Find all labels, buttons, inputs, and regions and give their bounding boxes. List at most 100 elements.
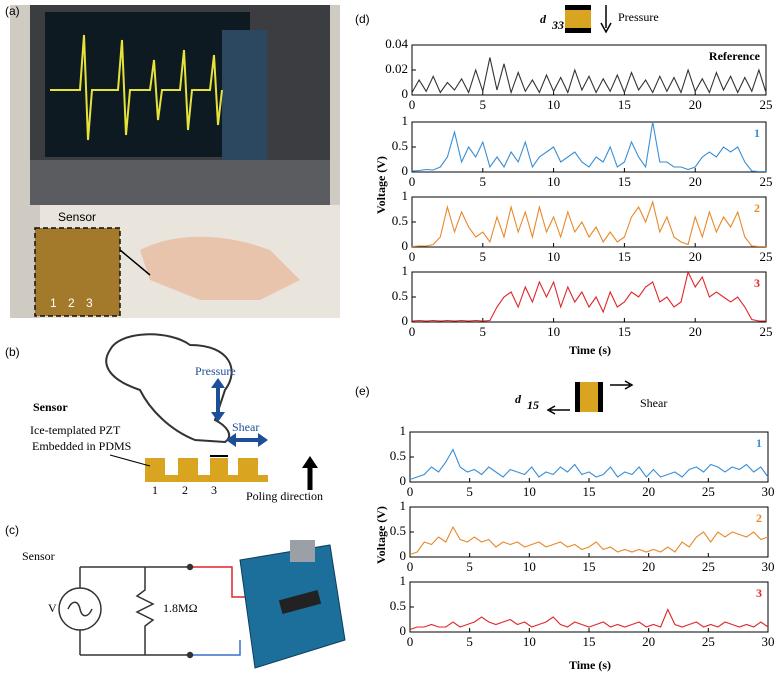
series-label: 1	[754, 126, 760, 140]
y-tick-label: 0	[402, 313, 409, 328]
shear-label: Shear	[232, 420, 259, 434]
signal-line	[409, 448, 769, 481]
series-label: Reference	[709, 49, 761, 63]
signal-line	[409, 608, 769, 631]
x-tick-label: 20	[689, 324, 702, 339]
column-label: 3	[211, 483, 217, 497]
chart-title-text: Pressure	[618, 10, 659, 24]
y-tick-label: 0.02	[385, 61, 408, 76]
photo	[10, 5, 340, 318]
x-tick-label: 0	[407, 634, 414, 649]
signal-line	[411, 121, 766, 173]
y-tick-label: 0	[402, 238, 409, 253]
x-tick-label: 30	[762, 484, 775, 499]
axes-frame	[411, 121, 767, 173]
series-label: 2	[756, 511, 762, 525]
x-tick-label: 10	[547, 324, 560, 339]
source-label: V	[48, 601, 57, 615]
x-tick-label: 30	[762, 634, 775, 649]
x-tick-label: 15	[618, 249, 631, 264]
axes-frame	[411, 271, 767, 323]
axes-frame	[409, 431, 769, 483]
pressure-label: Pressure	[195, 364, 236, 378]
x-tick-label: 0	[407, 484, 414, 499]
arrow	[610, 380, 634, 390]
y-tick-label: 1	[402, 263, 409, 278]
panel-label: (c)	[5, 523, 19, 537]
x-tick-label: 15	[583, 484, 596, 499]
x-tick-label: 10	[523, 634, 536, 649]
arrow	[546, 405, 570, 415]
axes-frame	[409, 506, 769, 558]
x-tick-label: 10	[547, 249, 560, 264]
x-tick-label: 25	[760, 249, 773, 264]
y-tick-label: 1	[402, 113, 409, 128]
y-tick-label: 0	[400, 623, 407, 638]
arduino-board	[239, 540, 346, 669]
x-tick-label: 10	[547, 97, 560, 112]
column-label: 2	[68, 296, 75, 310]
signal-line	[411, 270, 766, 322]
y-tick-label: 0.04	[385, 36, 408, 51]
chart-title-sub: 15	[527, 398, 539, 412]
x-tick-label: 15	[583, 559, 596, 574]
x-tick-label: 0	[409, 249, 416, 264]
x-tick-label: 15	[618, 174, 631, 189]
sensor-label: Sensor	[22, 549, 55, 563]
x-tick-label: 15	[618, 324, 631, 339]
circuit	[58, 563, 250, 659]
y-tick-label: 0.5	[392, 213, 408, 228]
x-tick-label: 5	[466, 634, 473, 649]
x-tick-label: 15	[618, 97, 631, 112]
x-tick-label: 0	[409, 324, 416, 339]
sensor-label: Sensor	[58, 210, 96, 224]
series-label: 2	[754, 201, 760, 215]
sensor-diagram	[105, 333, 318, 490]
y-tick-label: 0.5	[392, 138, 408, 153]
electrode	[565, 5, 591, 10]
x-tick-label: 25	[702, 484, 715, 499]
x-tick-label: 20	[689, 97, 702, 112]
y-tick-label: 0.5	[390, 523, 406, 538]
resistor-label: 1.8MΩ	[163, 601, 198, 615]
chart-title-sub: 33	[551, 18, 564, 32]
sensor-label: Sensor	[33, 400, 68, 414]
column-label: 2	[182, 483, 188, 497]
x-tick-label: 20	[689, 174, 702, 189]
chart-title: d	[540, 12, 547, 26]
signal-line	[411, 200, 766, 248]
x-axis-label: Time (s)	[569, 658, 611, 672]
x-tick-label: 20	[642, 484, 655, 499]
x-tick-label: 5	[480, 324, 487, 339]
x-tick-label: 5	[480, 249, 487, 264]
electrode	[565, 28, 591, 33]
x-tick-label: 25	[760, 97, 773, 112]
y-tick-label: 1	[400, 498, 407, 513]
chart-title: d	[515, 392, 522, 406]
chart-title-text: Shear	[640, 396, 667, 410]
y-axis-label: Voltage (V)	[374, 156, 388, 214]
panel-label: (b)	[5, 345, 20, 359]
y-tick-label: 0.5	[390, 448, 406, 463]
column-label: 3	[86, 296, 93, 310]
y-tick-label: 0	[400, 473, 407, 488]
axes-frame	[409, 581, 769, 633]
signal-line	[411, 57, 767, 95]
x-tick-label: 5	[466, 484, 473, 499]
y-axis-label: Voltage (V)	[374, 506, 388, 564]
panel-label: (e)	[355, 384, 370, 398]
column-label: 1	[152, 483, 158, 497]
y-tick-label: 0.5	[390, 598, 406, 613]
signal-line	[409, 525, 769, 556]
x-tick-label: 25	[702, 634, 715, 649]
x-tick-label: 10	[547, 174, 560, 189]
x-tick-label: 0	[409, 174, 416, 189]
x-tick-label: 20	[689, 249, 702, 264]
series-label: 3	[756, 586, 762, 600]
y-tick-label: 1	[400, 423, 407, 438]
x-tick-label: 25	[760, 324, 773, 339]
x-tick-label: 30	[762, 559, 775, 574]
x-tick-label: 5	[480, 174, 487, 189]
material-label: Ice-templated PZT	[30, 423, 121, 437]
